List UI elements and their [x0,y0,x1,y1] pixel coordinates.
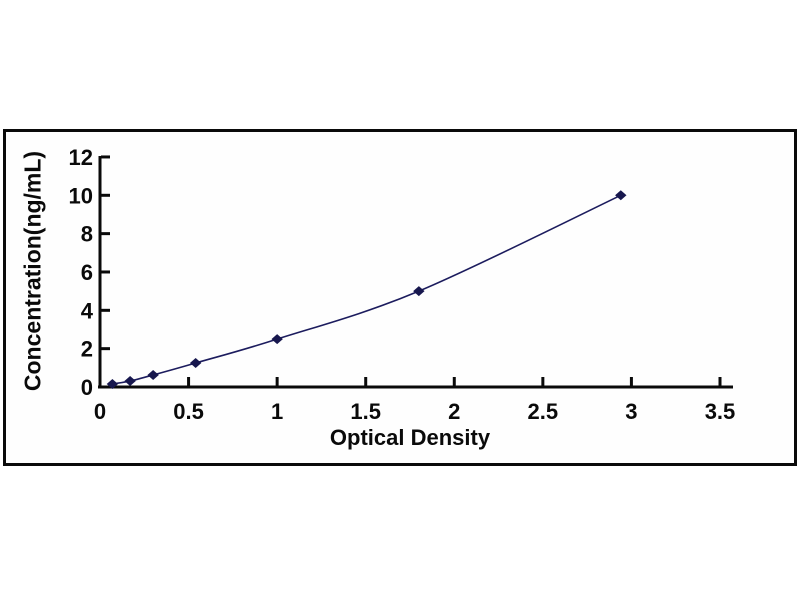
data-point-marker [124,376,136,387]
y-tick-label: 12 [69,145,93,170]
x-tick-label: 1.5 [350,399,381,424]
chart-frame [3,129,797,466]
data-point-marker [189,358,202,369]
y-tick-label: 2 [81,337,93,362]
x-tick-label: 1 [271,399,283,424]
standard-curve-line [112,194,622,385]
data-point-marker [413,286,425,297]
x-tick-label: 2 [448,399,460,424]
x-tick-label: 0.5 [173,399,204,424]
y-tick-label: 8 [81,222,93,247]
data-point-marker [106,379,119,390]
data-point-marker [615,190,627,201]
y-tick-label: 0 [81,375,93,400]
data-point-marker [147,370,159,381]
y-tick-label: 4 [81,298,94,323]
x-axis-title: Optical Density [329,425,491,450]
x-tick-label: 0 [94,399,106,424]
y-tick-label: 6 [81,260,93,285]
x-tick-label: 2.5 [528,399,559,424]
data-point-marker [271,334,283,345]
x-tick-label: 3 [625,399,637,424]
x-tick-label: 3.5 [705,399,736,424]
y-tick-label: 10 [69,183,93,208]
y-axis-title: Concentration(ng/mL) [19,150,46,392]
